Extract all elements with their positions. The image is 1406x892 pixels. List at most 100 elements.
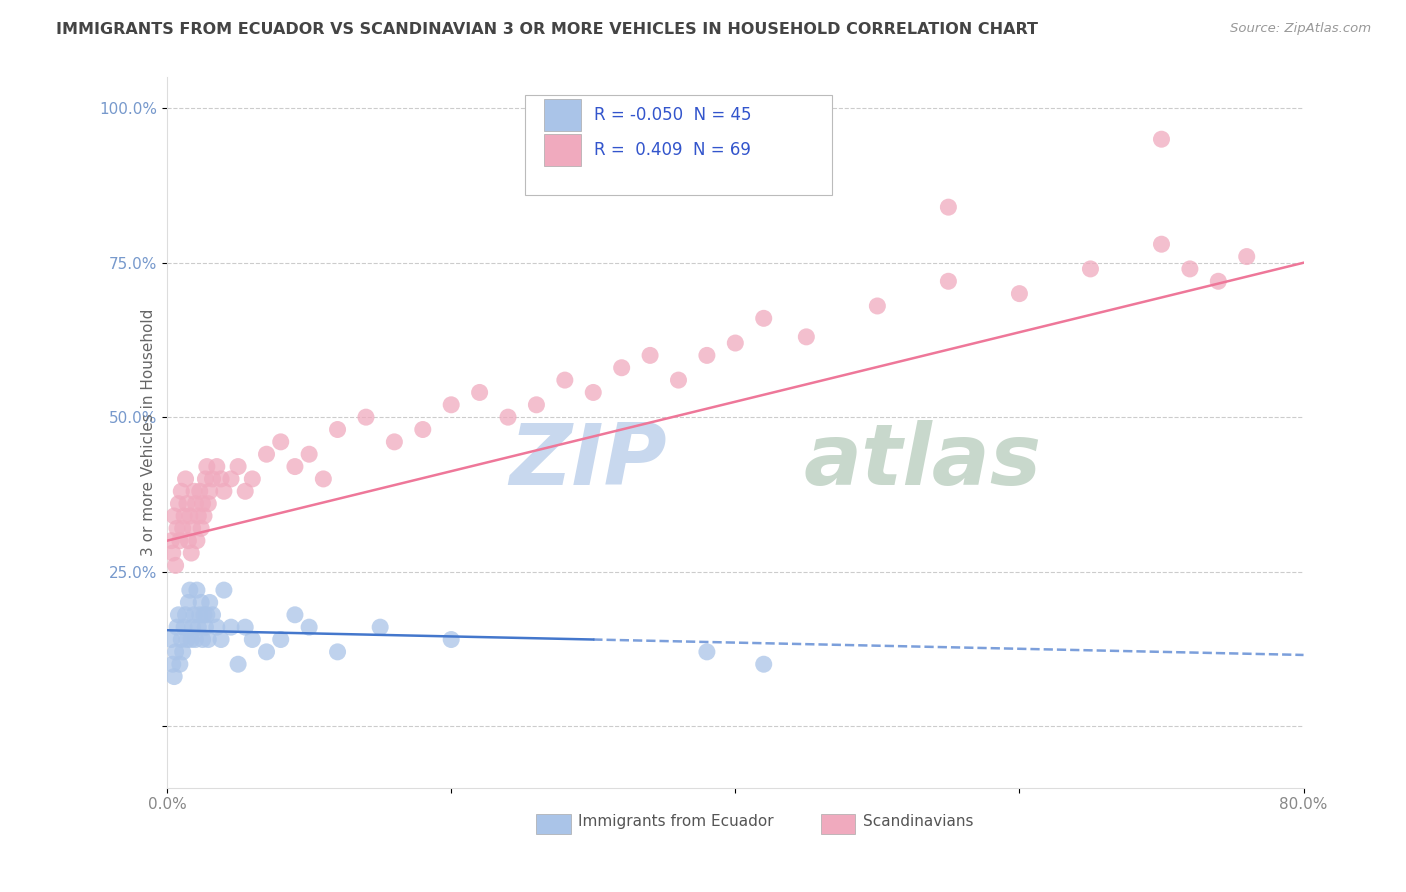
Point bbox=[212, 484, 235, 499]
Point bbox=[1178, 261, 1201, 276]
Point bbox=[181, 620, 204, 634]
Point bbox=[186, 583, 208, 598]
Point bbox=[209, 472, 232, 486]
Point bbox=[212, 583, 235, 598]
Point bbox=[866, 299, 889, 313]
Point bbox=[187, 508, 209, 523]
Point bbox=[1008, 286, 1031, 301]
Point bbox=[354, 410, 377, 425]
Point bbox=[172, 521, 194, 535]
Point bbox=[184, 497, 207, 511]
Point bbox=[176, 632, 198, 647]
Point bbox=[440, 632, 463, 647]
Text: IMMIGRANTS FROM ECUADOR VS SCANDINAVIAN 3 OR MORE VEHICLES IN HOUSEHOLD CORRELAT: IMMIGRANTS FROM ECUADOR VS SCANDINAVIAN … bbox=[56, 22, 1038, 37]
Point bbox=[219, 472, 242, 486]
Point bbox=[270, 632, 292, 647]
Point bbox=[284, 607, 307, 622]
Point bbox=[724, 163, 747, 178]
Point bbox=[173, 620, 195, 634]
Point bbox=[198, 595, 221, 609]
Point bbox=[240, 632, 263, 647]
Point bbox=[162, 546, 184, 560]
Point bbox=[496, 410, 519, 425]
Text: R = -0.050  N = 45: R = -0.050 N = 45 bbox=[595, 106, 752, 124]
Point bbox=[256, 447, 278, 461]
Point bbox=[526, 398, 548, 412]
Point bbox=[176, 497, 198, 511]
Point bbox=[160, 632, 183, 647]
Point bbox=[326, 645, 349, 659]
Point bbox=[184, 632, 207, 647]
Point bbox=[181, 521, 204, 535]
Point bbox=[382, 434, 405, 449]
Point bbox=[177, 595, 200, 609]
Point bbox=[412, 423, 434, 437]
Bar bbox=[537, 814, 571, 834]
Point bbox=[582, 385, 605, 400]
Bar bbox=[821, 814, 855, 834]
Point bbox=[163, 508, 186, 523]
Point bbox=[638, 348, 661, 362]
Point bbox=[752, 311, 775, 326]
Point bbox=[233, 620, 256, 634]
Point bbox=[165, 558, 187, 573]
Point bbox=[186, 533, 208, 548]
Point bbox=[440, 398, 463, 412]
Point bbox=[190, 521, 212, 535]
Point bbox=[197, 632, 219, 647]
Point bbox=[226, 459, 249, 474]
Text: Scandinavians: Scandinavians bbox=[863, 814, 973, 829]
Point bbox=[468, 385, 491, 400]
Point bbox=[167, 607, 190, 622]
Point bbox=[205, 459, 228, 474]
Text: ZIP: ZIP bbox=[509, 419, 666, 502]
Point bbox=[796, 330, 818, 344]
Point bbox=[160, 533, 183, 548]
Y-axis label: 3 or more Vehicles in Household: 3 or more Vehicles in Household bbox=[141, 309, 156, 557]
Point bbox=[194, 620, 217, 634]
Point bbox=[180, 632, 202, 647]
Point bbox=[201, 607, 224, 622]
Point bbox=[173, 508, 195, 523]
Point bbox=[201, 472, 224, 486]
Point bbox=[752, 657, 775, 672]
Point bbox=[187, 620, 209, 634]
Point bbox=[169, 657, 191, 672]
Point bbox=[193, 607, 215, 622]
Point bbox=[233, 484, 256, 499]
Point bbox=[190, 595, 212, 609]
Point bbox=[172, 645, 194, 659]
Point bbox=[1150, 237, 1173, 252]
Point bbox=[1080, 261, 1102, 276]
Point bbox=[368, 620, 391, 634]
Point bbox=[163, 669, 186, 683]
Point bbox=[195, 459, 218, 474]
Point bbox=[166, 620, 188, 634]
Text: Immigrants from Ecuador: Immigrants from Ecuador bbox=[578, 814, 775, 829]
FancyBboxPatch shape bbox=[524, 95, 832, 194]
Point bbox=[554, 373, 576, 387]
Point bbox=[194, 472, 217, 486]
Point bbox=[179, 508, 201, 523]
Text: Source: ZipAtlas.com: Source: ZipAtlas.com bbox=[1230, 22, 1371, 36]
Point bbox=[174, 472, 197, 486]
Point bbox=[326, 423, 349, 437]
Point bbox=[165, 645, 187, 659]
Point bbox=[938, 274, 960, 288]
Point bbox=[174, 607, 197, 622]
Point bbox=[696, 348, 718, 362]
Point bbox=[191, 497, 214, 511]
Point bbox=[191, 632, 214, 647]
Point bbox=[162, 657, 184, 672]
Text: R =  0.409  N = 69: R = 0.409 N = 69 bbox=[595, 141, 751, 160]
Point bbox=[1208, 274, 1230, 288]
Point bbox=[610, 360, 633, 375]
Bar bbox=[544, 135, 581, 166]
Point bbox=[193, 508, 215, 523]
Point bbox=[298, 447, 321, 461]
Point bbox=[198, 484, 221, 499]
Point bbox=[183, 484, 205, 499]
Point bbox=[1150, 132, 1173, 146]
Point bbox=[298, 620, 321, 634]
Text: atlas: atlas bbox=[803, 419, 1042, 502]
